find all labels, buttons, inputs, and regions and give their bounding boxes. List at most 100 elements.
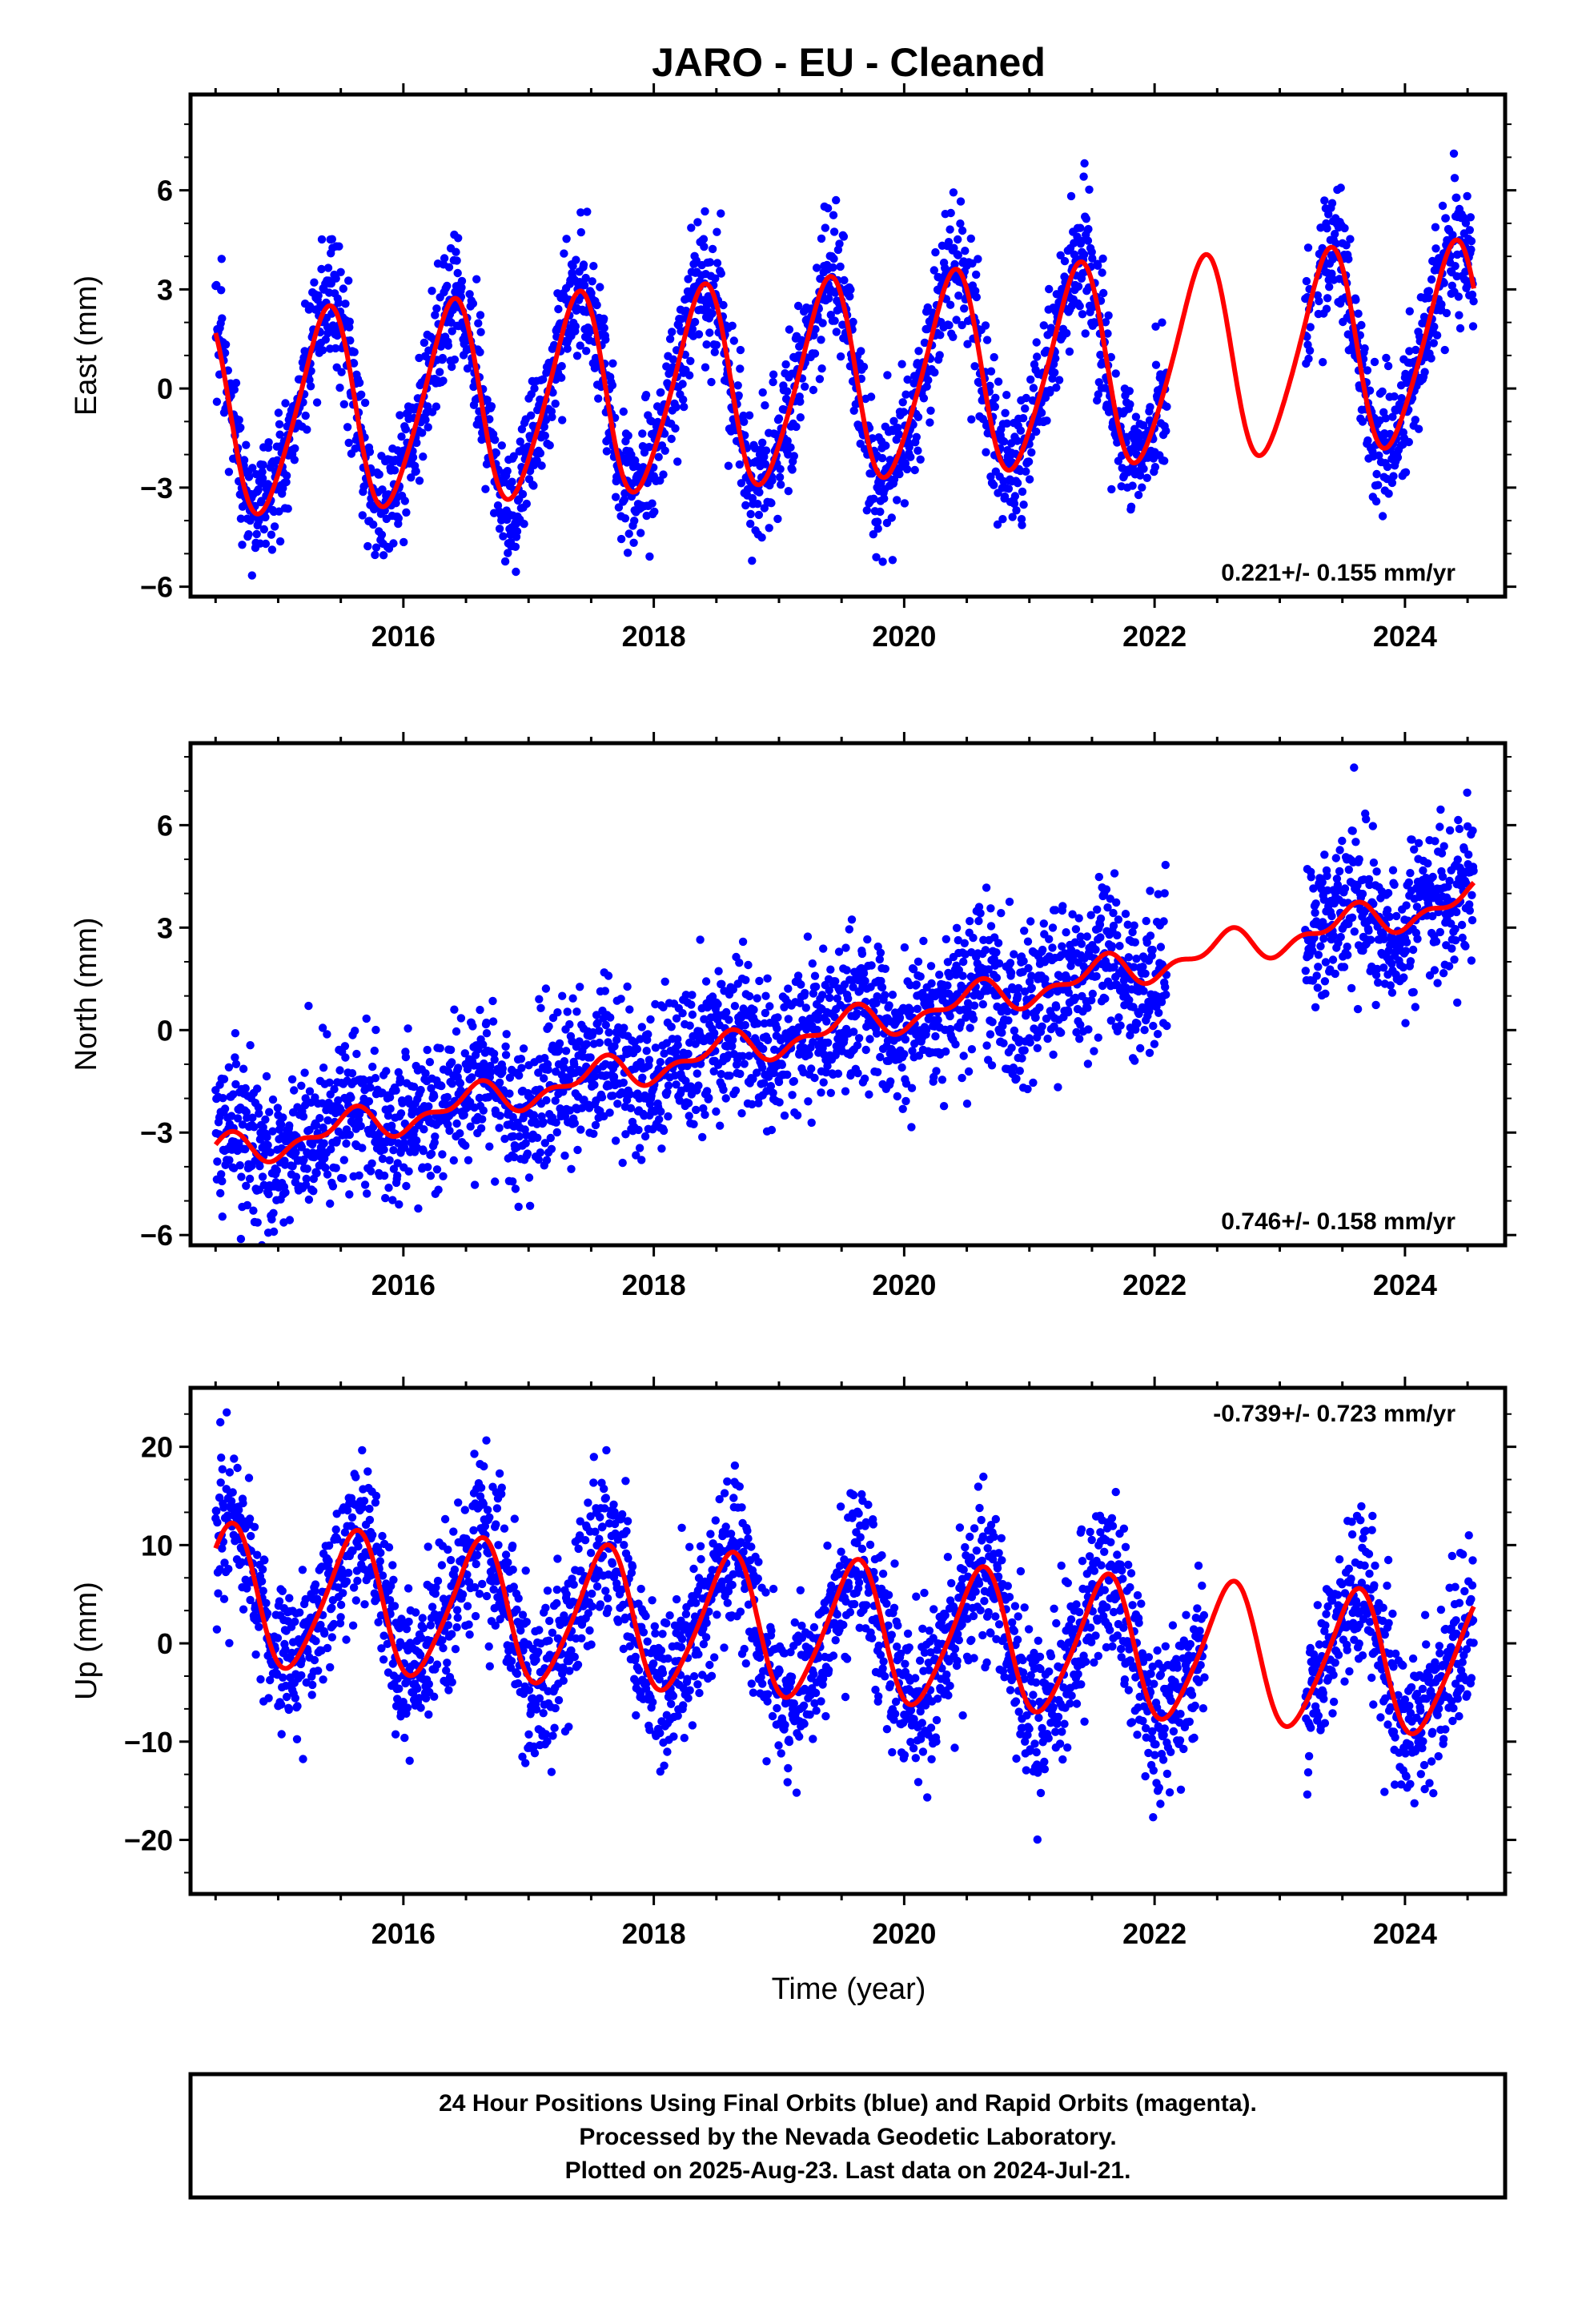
east-point — [1125, 387, 1134, 396]
east-point — [900, 499, 909, 508]
east-point — [668, 328, 677, 336]
east-point — [739, 411, 748, 420]
north-point — [323, 1116, 332, 1125]
north-point — [1051, 906, 1060, 915]
north-point — [327, 1144, 335, 1154]
north-point — [830, 1012, 839, 1022]
east-point — [1448, 231, 1457, 239]
north-point — [763, 1035, 773, 1045]
north-point — [632, 1044, 642, 1054]
north-point — [725, 1072, 734, 1080]
east-point — [476, 311, 485, 320]
east-point — [869, 530, 878, 539]
east-point — [994, 377, 1003, 386]
east-point — [872, 553, 881, 561]
east-point — [1134, 490, 1143, 500]
east-point — [665, 335, 675, 344]
y-tick-label: 6 — [157, 175, 173, 207]
north-point — [844, 994, 853, 1003]
north-point — [1052, 1003, 1061, 1011]
east-point — [887, 513, 897, 522]
east-point — [796, 397, 805, 406]
north-point — [1004, 1016, 1013, 1025]
north-point — [916, 972, 925, 981]
east-point — [956, 219, 965, 228]
north-point — [789, 1076, 798, 1086]
east-point — [1052, 383, 1061, 392]
north-point — [1319, 918, 1327, 927]
north-point — [722, 1007, 731, 1017]
east-point — [1039, 321, 1049, 330]
north-point — [962, 1100, 972, 1108]
north-point — [825, 986, 833, 995]
east-point — [345, 317, 354, 326]
east-point — [563, 344, 572, 353]
north-point — [525, 1201, 535, 1211]
north-point — [1005, 897, 1014, 907]
north-point — [758, 1063, 767, 1072]
east-point — [548, 388, 557, 397]
east-point — [1387, 478, 1397, 488]
north-point — [954, 935, 963, 945]
north-point — [1106, 895, 1114, 903]
east-point — [431, 311, 440, 320]
east-point — [275, 420, 284, 428]
north-point — [608, 1092, 617, 1100]
north-point — [783, 1070, 792, 1080]
north-point — [659, 1126, 669, 1136]
east-point — [824, 294, 833, 303]
north-point — [845, 925, 854, 934]
east-point — [323, 263, 333, 272]
east-point — [244, 472, 254, 481]
east-point — [687, 223, 696, 232]
north-point — [1320, 977, 1330, 986]
east-point — [986, 367, 996, 376]
east-point — [922, 382, 931, 391]
north-point — [656, 1058, 665, 1067]
north-point — [881, 964, 890, 974]
north-point — [876, 1052, 885, 1062]
east-point — [247, 571, 256, 580]
north-point — [1015, 1067, 1025, 1076]
north-point — [640, 1132, 650, 1141]
east-point — [275, 430, 284, 439]
north-point — [893, 1092, 902, 1101]
east-point — [1340, 223, 1349, 233]
north-point — [595, 1038, 604, 1047]
east-point — [632, 462, 641, 471]
north-point — [745, 1051, 753, 1060]
east-point — [990, 480, 998, 489]
east-point — [259, 460, 267, 469]
north-point — [1035, 1003, 1044, 1012]
east-point — [1468, 322, 1478, 331]
east-point — [1128, 481, 1137, 490]
north-point — [439, 1172, 448, 1181]
east-point — [1027, 448, 1036, 457]
east-point — [503, 467, 512, 476]
east-point — [970, 362, 979, 371]
east-point — [1025, 475, 1034, 484]
east-point — [335, 384, 344, 392]
north-point — [534, 1155, 543, 1164]
north-point — [446, 1045, 456, 1055]
north-point — [761, 991, 770, 1000]
east-point — [1374, 480, 1383, 489]
east-point — [630, 517, 639, 525]
north-point — [1112, 898, 1121, 907]
east-point — [408, 452, 418, 462]
east-point — [950, 243, 958, 252]
north-point — [529, 1111, 539, 1120]
north-point — [242, 1181, 251, 1191]
east-point — [659, 470, 668, 479]
east-point — [1088, 254, 1097, 263]
east-point — [1466, 213, 1476, 222]
north-point — [434, 1185, 443, 1194]
north-point — [797, 980, 805, 989]
east-point — [818, 319, 827, 328]
east-point — [551, 399, 560, 408]
east-point — [946, 208, 955, 218]
east-point — [1103, 329, 1112, 338]
east-point — [476, 348, 484, 356]
